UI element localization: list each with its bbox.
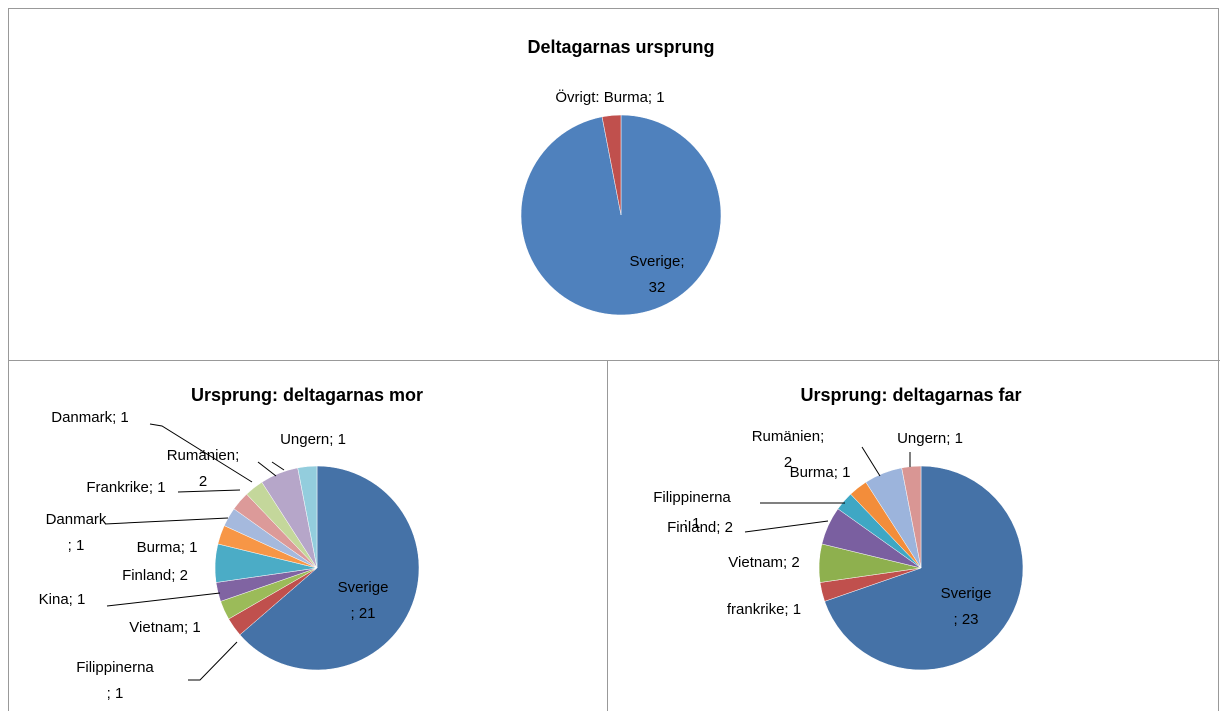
data-label: Kina; 1 [39, 591, 86, 608]
data-label: Vietnam; 2 [728, 554, 799, 571]
leader-line [149, 423, 253, 483]
data-label: Rumänien; 2 [167, 447, 240, 490]
data-label: Frankrike; 1 [86, 479, 165, 496]
data-label: frankrike; 1 [727, 601, 801, 618]
data-label: Sverige; 21 [338, 579, 389, 622]
data-label: Sverige; 32 [629, 253, 684, 296]
pie-slice [824, 465, 1024, 671]
outer-border [8, 8, 1219, 716]
leader-line [177, 489, 241, 493]
leader-line [188, 641, 238, 681]
leader-line [744, 520, 829, 533]
data-label: Burma; 1 [790, 464, 851, 481]
data-label: Ungern; 1 [280, 431, 346, 448]
data-label: Danmark; 1 [51, 409, 129, 426]
leader-line [271, 461, 285, 471]
pie-slice [901, 465, 922, 569]
pie-slice [297, 465, 318, 569]
chart-title: Ursprung: deltagarnas mor [191, 385, 423, 405]
data-label: Filippinerna; 1 [653, 489, 731, 532]
leader-line [257, 461, 277, 477]
data-label: Filippinerna; 1 [76, 659, 154, 702]
data-label: Burma; 1 [137, 539, 198, 556]
data-label: Ungern; 1 [897, 430, 963, 447]
leader-line [104, 517, 229, 525]
chart-title: Ursprung: deltagarnas far [800, 385, 1021, 405]
data-label: Rumänien; 2 [752, 428, 825, 471]
pie-slice [601, 114, 622, 216]
chart-title: Deltagarnas ursprung [527, 37, 714, 57]
pie-slice [239, 465, 420, 671]
data-label: Sverige; 23 [941, 585, 992, 628]
data-label: Vietnam; 1 [129, 619, 200, 636]
data-label: Finland; 2 [667, 519, 733, 536]
data-label: Finland; 2 [122, 567, 188, 584]
leader-line [106, 592, 221, 607]
data-label: Danmark; 1 [46, 511, 107, 554]
data-label: Övrigt: Burma; 1 [555, 88, 664, 106]
leader-line [861, 446, 881, 477]
